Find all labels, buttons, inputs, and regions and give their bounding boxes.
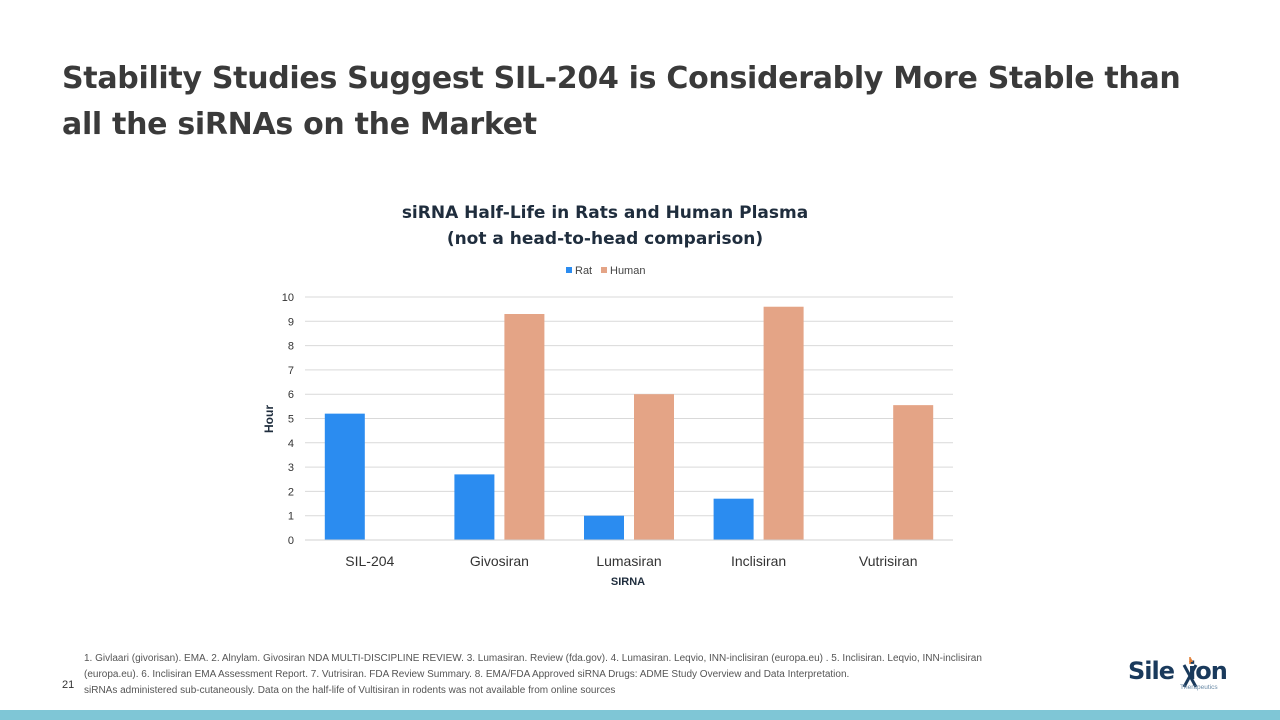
y-tick-label: 9 [288,316,294,328]
bar-human-inclisiran [763,306,804,540]
footnote-line: (europa.eu). 6. Inclisiran EMA Assessmen… [84,669,850,680]
y-tick-label: 2 [288,486,294,498]
bar-human-lumasiran [634,394,674,540]
y-tick-label: 5 [288,414,294,426]
chart-legend: Rat Human [566,265,645,277]
y-tick-label: 3 [288,462,294,474]
chart-subtitle: (not a head-to-head comparison) [447,229,763,249]
x-axis-title: SIRNA [611,576,645,588]
footnotes: 1. Givlaari (givorisan). EMA. 2. Alnylam… [84,651,1094,699]
silexion-logo: Sile ion Therapeutics [1128,657,1228,697]
bar-rat-sil-204 [324,413,365,540]
y-axis-ticks: 0 1 2 3 4 5 6 7 8 9 10 [282,292,294,547]
y-tick-label: 0 [288,535,294,547]
y-tick-label: 10 [282,292,294,304]
y-tick-label: 1 [288,511,294,523]
footnote-line: 1. Givlaari (givorisan). EMA. 2. Alnylam… [84,653,982,664]
footnote-line: siRNAs administered sub-cutaneously. Dat… [84,685,616,696]
legend-label-rat: Rat [575,265,592,277]
x-category-label: SIL-204 [345,553,394,569]
bar-rat-inclisiran [713,498,754,540]
logo-word-part2: ion [1188,657,1228,685]
x-category-label: Vutrisiran [859,553,918,569]
legend-swatch-rat [566,267,572,273]
y-axis-title: Hour [262,405,276,433]
bar-rat-givosiran [454,474,495,540]
legend-label-human: Human [610,265,645,277]
y-tick-label: 4 [288,438,294,450]
logo-x-icon [1182,657,1198,688]
x-category-label: Inclisiran [731,553,786,569]
y-tick-label: 8 [288,341,294,353]
legend-swatch-human [601,267,607,273]
y-tick-label: 6 [288,389,294,401]
chart-bars [305,306,953,541]
bar-human-givosiran [504,314,545,540]
bar-human-vutrisiran [893,405,934,540]
slide-title: Stability Studies Suggest SIL-204 is Con… [62,61,1181,142]
x-category-label: Lumasiran [596,553,661,569]
x-category-label: Givosiran [470,553,529,569]
logo-word-part1: Sile [1128,657,1175,685]
bar-chart: siRNA Half-Life in Rats and Human Plasma… [262,203,953,588]
x-axis-labels: SIL-204 Givosiran Lumasiran Inclisiran Vutri… [345,553,917,569]
bar-rat-lumasiran [584,515,624,540]
logo-subtitle: Therapeutics [1180,684,1218,691]
chart-gridlines [305,296,953,541]
logo-wordmark: Sile ion [1128,657,1228,685]
page-number: 21 [62,679,75,691]
chart-title: siRNA Half-Life in Rats and Human Plasma [402,203,808,223]
footer-accent-bar [0,710,1280,720]
y-tick-label: 7 [288,365,294,377]
